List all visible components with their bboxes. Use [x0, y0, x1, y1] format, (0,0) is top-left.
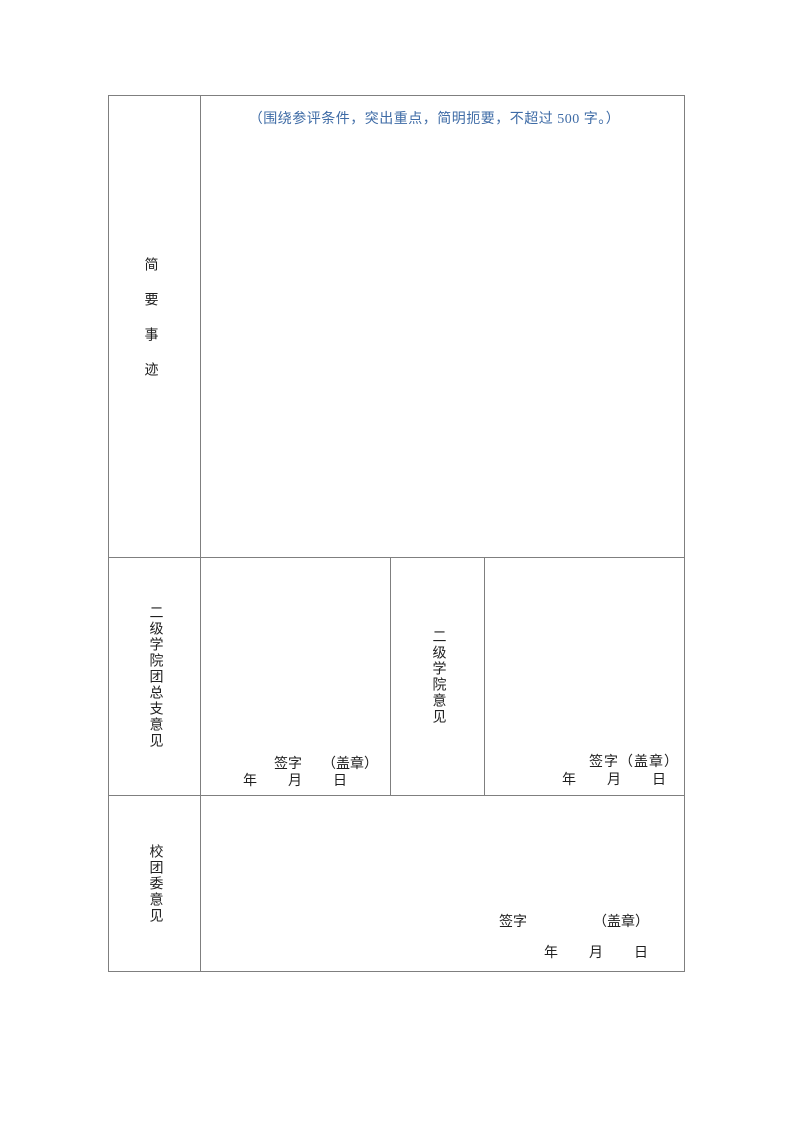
committee-seal-label: （盖章）: [593, 915, 649, 930]
committee-opinion-area[interactable]: 签字 （盖章） 年 月 日: [201, 796, 684, 971]
brief-deeds-content-area[interactable]: （围绕参评条件，突出重点，简明扼要，不超过 500 字。）: [201, 96, 684, 557]
college-date-label: 年 月 日: [562, 773, 667, 788]
committee-date-label: 年 月 日: [544, 946, 649, 961]
brief-deeds-hint: （围绕参评条件，突出重点，简明扼要，不超过 500 字。）: [248, 112, 621, 127]
college-signature-block: 签字（盖章） 年 月 日: [562, 755, 679, 788]
league-branch-seal-label: （盖章）: [322, 757, 378, 772]
league-branch-opinion-area[interactable]: 签字 （盖章） 年 月 日: [201, 558, 391, 795]
committee-label-cell: 校团委意见: [109, 796, 201, 971]
league-branch-label-cell: 二级学院团总支意见: [109, 558, 201, 795]
opinions-row: 二级学院团总支意见 签字 （盖章） 年 月 日 二级学院意见 签字（盖章） 年 …: [109, 557, 684, 795]
college-opinion-area[interactable]: 签字（盖章） 年 月 日: [485, 558, 684, 795]
college-opinion-label-cell: 二级学院意见: [391, 558, 485, 795]
league-branch-signature-block: 签字 （盖章） 年 月 日: [243, 757, 378, 789]
committee-opinion-row: 校团委意见 签字 （盖章） 年 月 日: [109, 795, 684, 971]
college-signature-seal-label: 签字（盖章）: [589, 755, 679, 770]
committee-signature-label: 签字: [499, 915, 527, 930]
evaluation-form-table: 简要事迹 （围绕参评条件，突出重点，简明扼要，不超过 500 字。） 二级学院团…: [108, 95, 685, 972]
league-branch-opinion-label: 二级学院团总支意见: [147, 604, 163, 749]
league-branch-signature-label: 签字: [274, 757, 302, 772]
brief-deeds-label: 简要事迹: [142, 256, 158, 397]
college-opinion-label: 二级学院意见: [430, 628, 446, 725]
committee-signature-block: 签字 （盖章） 年 月 日: [499, 915, 649, 961]
brief-deeds-label-cell: 简要事迹: [109, 96, 201, 557]
committee-opinion-label: 校团委意见: [147, 843, 163, 924]
league-branch-date-label: 年 月 日: [243, 774, 348, 789]
brief-deeds-row: 简要事迹 （围绕参评条件，突出重点，简明扼要，不超过 500 字。）: [109, 96, 684, 557]
